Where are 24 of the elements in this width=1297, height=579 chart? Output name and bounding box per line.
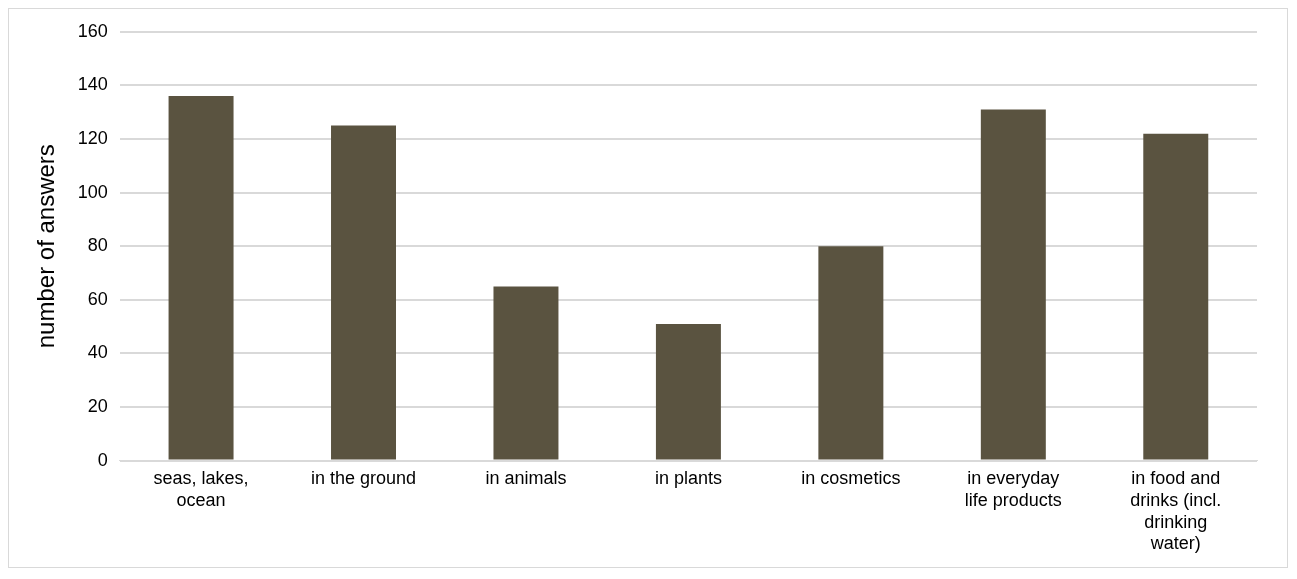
x-tick-label: in animals: [485, 468, 567, 489]
x-tick-label: seas, lakes, ocean: [153, 468, 249, 510]
y-axis-title: number of answers: [32, 144, 60, 349]
y-tick-label: 120: [77, 127, 108, 148]
bar: [1143, 133, 1209, 460]
y-tick-label: 20: [87, 395, 108, 416]
y-tick-label: 0: [97, 449, 108, 470]
x-tick-label: in the ground: [310, 468, 417, 489]
y-tick-label: 80: [87, 235, 108, 256]
y-tick-label: 40: [87, 342, 108, 363]
y-tick-label: 160: [77, 20, 108, 41]
x-tick-label: in plants: [654, 468, 722, 489]
bar: [980, 109, 1046, 460]
x-tick-label: in cosmetics: [801, 468, 901, 489]
bar: [818, 246, 884, 460]
y-tick-label: 100: [77, 181, 108, 202]
x-tick-label: in everyday life products: [964, 468, 1062, 510]
bar: [331, 125, 396, 460]
bar: [655, 323, 721, 460]
y-tick-label: 140: [77, 74, 108, 95]
y-tick-label: 60: [87, 288, 108, 309]
bar: [168, 96, 234, 460]
bar: [493, 286, 559, 460]
x-tick-label: in food and drinks (incl. drinking water): [1130, 468, 1222, 554]
